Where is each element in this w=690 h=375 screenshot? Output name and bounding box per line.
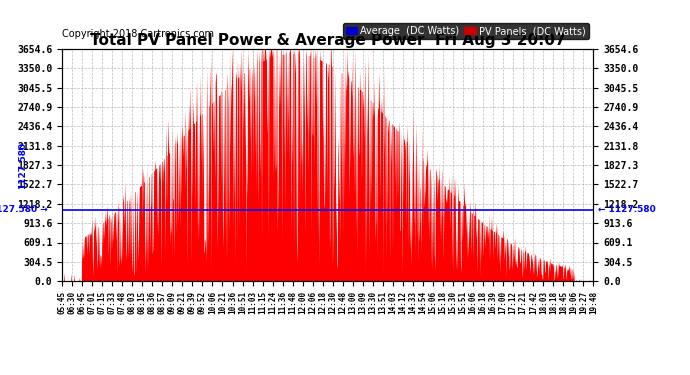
Text: 1127.580 →: 1127.580 → [0, 205, 48, 214]
Text: 1127.580: 1127.580 [18, 141, 27, 189]
Text: Copyright 2018 Cartronics.com: Copyright 2018 Cartronics.com [62, 30, 214, 39]
Title: Total PV Panel Power & Average Power  Fri Aug 3 20:07: Total PV Panel Power & Average Power Fri… [90, 33, 566, 48]
Text: ← 1127.580: ← 1127.580 [598, 205, 655, 214]
Legend: Average  (DC Watts), PV Panels  (DC Watts): Average (DC Watts), PV Panels (DC Watts) [343, 23, 589, 39]
